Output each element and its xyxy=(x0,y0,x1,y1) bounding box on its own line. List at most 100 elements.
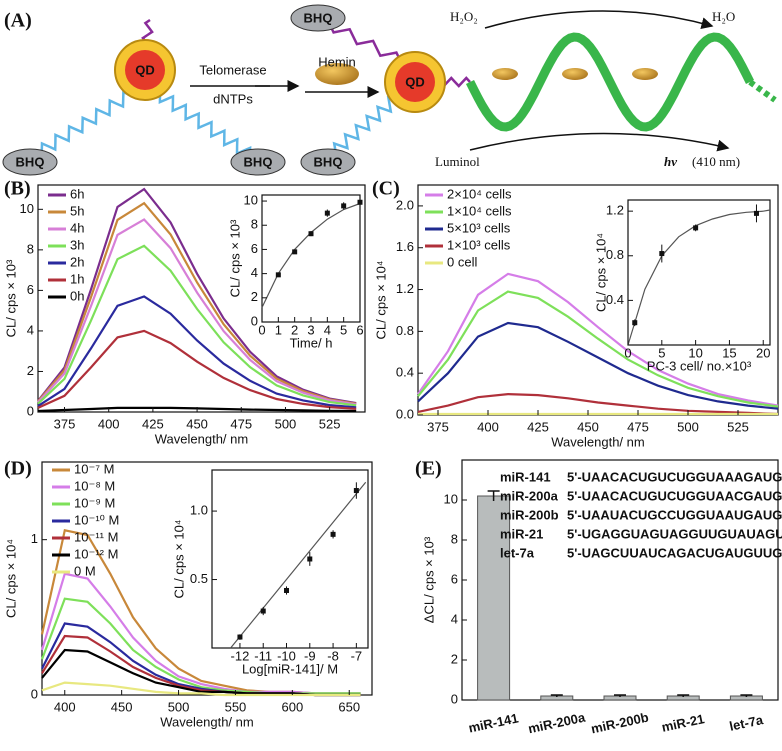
y-tick-label: 2 xyxy=(451,651,458,666)
sequence: 5'-UAGCUUAUCAGACUGAUGUUGA-3' xyxy=(567,545,782,560)
hemin-disc xyxy=(632,68,658,80)
legend-label: 5×10³ cells xyxy=(447,220,511,235)
legend-label: 0 cell xyxy=(447,254,477,269)
series-line xyxy=(37,244,357,407)
legend-label: 0h xyxy=(70,288,84,303)
x-tick-label: let-7a xyxy=(728,712,765,734)
y-tick-label: 2.0 xyxy=(396,197,414,212)
strand xyxy=(329,95,396,160)
cofactor: Hemin xyxy=(318,54,356,69)
y-tick-label: 10 xyxy=(20,201,34,216)
panel-label: (D) xyxy=(4,458,32,480)
y-tick-label: 0.4 xyxy=(606,292,624,307)
legend-label: 3h xyxy=(70,237,84,252)
g-quadruplex-tail xyxy=(748,79,777,103)
y-tick-label: 0.8 xyxy=(606,247,624,262)
x-tick-label: 500 xyxy=(275,416,297,431)
x-tick-label: 375 xyxy=(427,419,449,434)
x-tick-label: 10 xyxy=(688,345,702,360)
x-tick-label: 500 xyxy=(677,419,699,434)
y-tick-label: 10 xyxy=(244,192,258,207)
y-tick-label: 4 xyxy=(27,322,34,337)
series-line xyxy=(37,218,357,406)
quencher xyxy=(2,148,58,176)
legend-label: 0 M xyxy=(74,563,96,578)
y-tick-label: 8 xyxy=(451,531,458,546)
strand xyxy=(34,90,131,160)
hemin-disc xyxy=(562,68,588,80)
x-tick-label: miR-200b xyxy=(590,710,650,737)
x-tick-label: 2 xyxy=(291,322,298,337)
legend-label: 10⁻⁷ M xyxy=(74,461,114,476)
legend-label: 10⁻⁹ M xyxy=(74,495,115,510)
series-line xyxy=(417,321,779,410)
quencher xyxy=(300,148,356,176)
data-point xyxy=(659,251,665,257)
sequence-name: miR-141 xyxy=(500,469,551,484)
x-tick-label: 550 xyxy=(225,699,247,714)
x-tick-label: 525 xyxy=(727,419,749,434)
quencher xyxy=(230,148,286,176)
legend-label: 1×10³ cells xyxy=(447,237,511,252)
y-axis-label: CL/ cps × 10⁴ xyxy=(593,233,608,312)
series-line xyxy=(41,681,361,697)
x-tick-label: 475 xyxy=(230,416,252,431)
x-tick-label: -11 xyxy=(254,648,272,663)
data-point xyxy=(237,634,243,640)
quantum-dot-core xyxy=(125,50,165,90)
sequence-name: let-7a xyxy=(500,545,535,560)
quantum-dot-core xyxy=(395,62,435,102)
y-axis-label: CL/ cps × 10³ xyxy=(3,259,18,337)
y-tick-label: 1 xyxy=(31,531,38,546)
x-tick-label: 600 xyxy=(281,699,303,714)
y-tick-label: 0.0 xyxy=(396,406,414,421)
data-point xyxy=(308,231,314,237)
data-point xyxy=(260,608,266,614)
x-tick-label: 525 xyxy=(319,416,341,431)
x-axis-label: PC-3 cell/ no.×10³ xyxy=(647,358,752,373)
sequence-name: miR-200a xyxy=(500,488,559,503)
hemin-disc xyxy=(492,68,518,80)
y-tick-label: 2 xyxy=(251,289,258,304)
y-tick-label: 1.2 xyxy=(606,203,624,218)
sequence: 5'-UGAGGUAGUAGGUUGUAUAGUU-3' xyxy=(567,526,782,541)
y-tick-label: 10 xyxy=(444,491,458,506)
bar xyxy=(477,495,511,701)
legend-label: 2×10⁴ cells xyxy=(447,186,512,201)
quencher-label: BHQ xyxy=(304,10,333,25)
quantum-dot-label: QD xyxy=(405,74,425,89)
y-tick-label: 4 xyxy=(451,611,458,626)
x-axis-label: Wavelength/ nm xyxy=(551,434,644,449)
x-tick-label: -10 xyxy=(277,648,296,663)
series-line xyxy=(417,290,779,408)
x-axis-label: Log[miR-141]/ M xyxy=(242,661,338,676)
x-tick-label: 425 xyxy=(527,419,549,434)
y-tick-label: 6 xyxy=(451,571,458,586)
y-tick-label: 8 xyxy=(27,241,34,256)
data-point xyxy=(353,488,359,494)
panel-label: (B) xyxy=(4,178,31,200)
sequence: 5'-UAACACUGUCUGGUAACGAUGU-3' xyxy=(567,488,782,503)
x-axis-label: Wavelength/ nm xyxy=(160,714,253,729)
series-line xyxy=(417,272,779,407)
legend-label: 2h xyxy=(70,254,84,269)
x-tick-label: 500 xyxy=(168,699,190,714)
quantum-dot-label: QD xyxy=(135,62,155,77)
x-tick-label: 1 xyxy=(275,322,282,337)
legend-label: 4h xyxy=(70,220,84,235)
x-axis-label: Wavelength/ nm xyxy=(155,431,248,446)
quencher-label: BHQ xyxy=(16,154,45,169)
x-tick-label: 475 xyxy=(627,419,649,434)
y-tick-label: 1.2 xyxy=(396,281,414,296)
x-tick-label: miR-141 xyxy=(467,710,520,735)
x-tick-label: 425 xyxy=(142,416,164,431)
y-tick-label: 0.4 xyxy=(396,365,414,380)
y-tick-label: 6 xyxy=(251,241,258,256)
x-tick-label: 450 xyxy=(111,699,133,714)
x-tick-label: 400 xyxy=(477,419,499,434)
data-point xyxy=(632,320,638,326)
x-tick-label: miR-21 xyxy=(660,711,706,735)
x-tick-label: 5 xyxy=(658,345,665,360)
x-tick-label: 650 xyxy=(338,699,360,714)
y-axis-label: CL/ cps × 10³ xyxy=(227,219,242,297)
